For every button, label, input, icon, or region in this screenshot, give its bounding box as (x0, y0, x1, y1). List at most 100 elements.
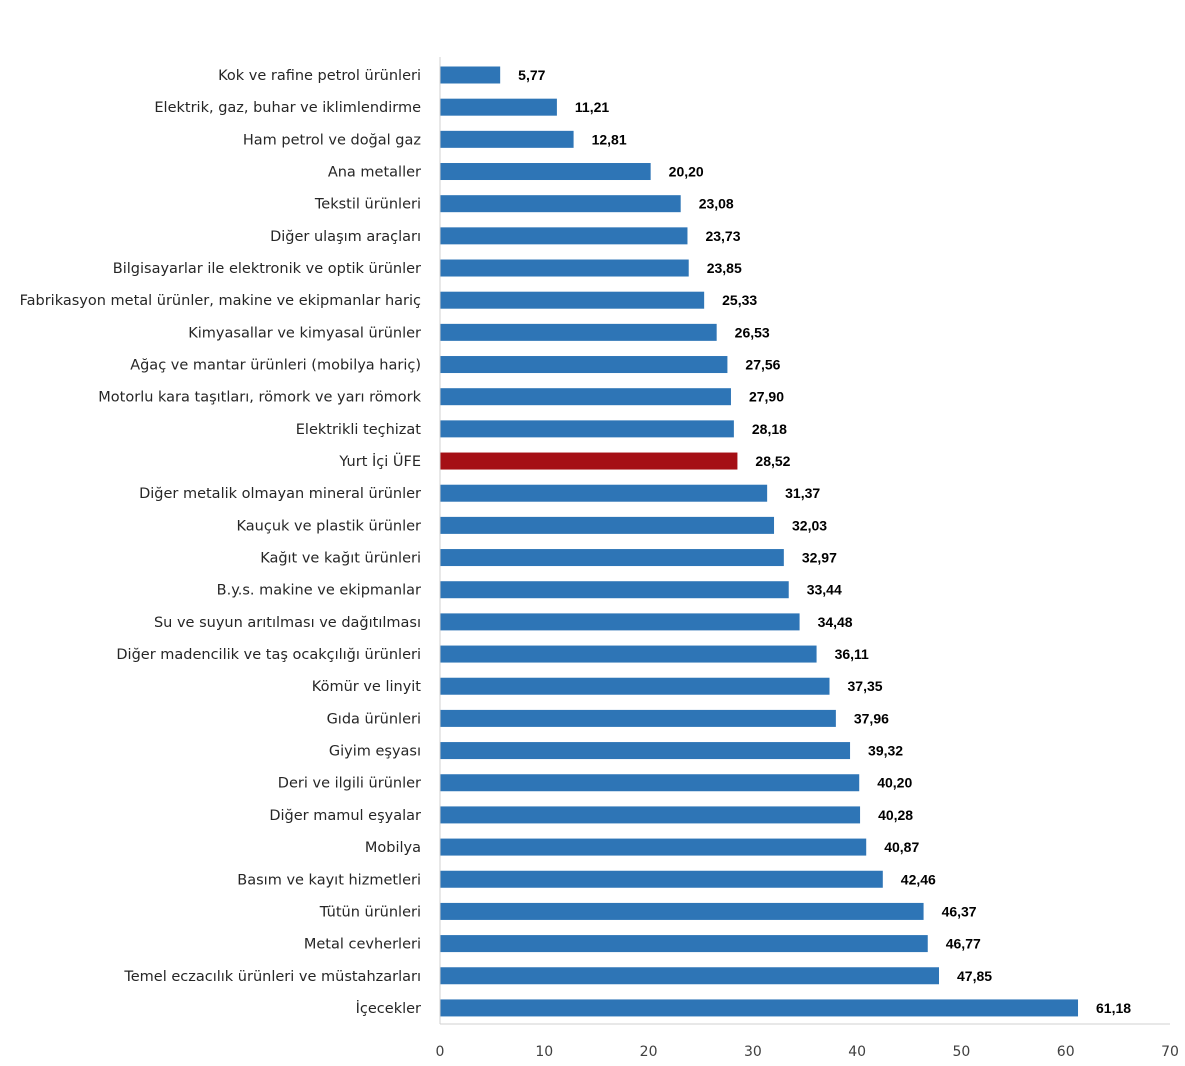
value-label: 23,73 (705, 228, 740, 244)
bar (440, 806, 861, 824)
category-labels-group: Kok ve rafine petrol ürünleri Elektrik, g… (20, 68, 422, 1017)
category-label: Elektrik, gaz, buhar ve iklimlendirme (154, 100, 421, 116)
bar (440, 613, 800, 631)
value-label: 23,85 (707, 260, 742, 276)
bar (440, 967, 940, 985)
bar (440, 420, 734, 438)
bar (440, 677, 830, 695)
category-label: İçecekler (356, 999, 421, 1017)
value-label: 40,20 (877, 775, 912, 791)
bar (440, 227, 688, 245)
category-label: Diğer madencilik ve taş ocakçılığı ürünl… (116, 647, 421, 663)
bar (440, 195, 681, 213)
value-label: 32,97 (802, 550, 837, 566)
category-label: Tekstil ürünleri (314, 197, 421, 213)
category-label: Bilgisayarlar ile elektronik ve optik ür… (113, 261, 421, 277)
bar (440, 838, 867, 856)
x-tick-label: 40 (848, 1044, 866, 1060)
x-tick-label: 60 (1057, 1044, 1075, 1060)
bar (440, 130, 574, 148)
category-label: Ham petrol ve doğal gaz (243, 132, 421, 148)
value-label: 27,90 (749, 389, 784, 405)
category-label: Giyim eşyası (329, 744, 421, 760)
bar (440, 259, 689, 277)
category-label: Kömür ve linyit (312, 679, 422, 695)
category-label: Fabrikasyon metal ürünler, makine ve eki… (20, 293, 421, 309)
value-label: 47,85 (957, 968, 992, 984)
bar (440, 66, 501, 84)
bar (440, 516, 775, 534)
value-label: 37,96 (854, 710, 889, 726)
bar (440, 935, 928, 953)
value-labels-group: 5,77 11,21 12,81 20,20 23,08 23,73 23,85 25,33 2… (518, 67, 1131, 1016)
bar (440, 356, 728, 374)
value-label: 31,37 (785, 485, 820, 501)
category-label: Gıda ürünleri (327, 711, 421, 727)
value-label: 46,37 (942, 903, 977, 919)
category-label: Mobilya (365, 840, 421, 856)
bar (440, 452, 738, 470)
bar (440, 163, 651, 181)
value-label: 12,81 (592, 131, 627, 147)
x-tick-label: 70 (1161, 1044, 1179, 1060)
value-label: 28,18 (752, 421, 787, 437)
category-label: Deri ve ilgili ürünler (278, 776, 421, 792)
category-label: Kauçuk ve plastik ürünler (237, 518, 421, 534)
category-label: Ağaç ve mantar ürünleri (mobilya hariç) (130, 358, 421, 374)
x-tick-label: 30 (744, 1044, 762, 1060)
x-tick-label: 10 (535, 1044, 553, 1060)
value-label: 34,48 (818, 614, 853, 630)
category-label: Ana metaller (328, 165, 421, 181)
value-label: 33,44 (807, 582, 842, 598)
value-label: 28,52 (755, 453, 790, 469)
category-label: Motorlu kara taşıtları, römork ve yarı r… (98, 390, 421, 406)
value-label: 40,28 (878, 807, 913, 823)
category-label: Metal cevherleri (304, 937, 421, 953)
value-label: 25,33 (722, 292, 757, 308)
category-label: Diğer metalik olmayan mineral ürünler (139, 486, 421, 502)
value-label: 36,11 (835, 646, 869, 662)
value-label: 5,77 (518, 67, 545, 83)
category-label: Yurt İçi ÜFE (338, 452, 421, 470)
value-label: 39,32 (868, 743, 903, 759)
bar (440, 645, 817, 663)
value-label: 27,56 (745, 357, 780, 373)
value-label: 20,20 (669, 164, 704, 180)
bar (440, 999, 1079, 1017)
bars-group (440, 66, 1079, 1017)
value-label: 26,53 (735, 324, 770, 340)
bar (440, 291, 705, 309)
value-label: 23,08 (699, 196, 734, 212)
category-label: B.y.s. makine ve ekipmanlar (217, 583, 421, 599)
category-label: Temel eczacılık ürünleri ve müstahzarlar… (123, 969, 421, 985)
category-label: Tütün ürünleri (319, 904, 421, 920)
value-label: 11,21 (575, 99, 609, 115)
bar (440, 870, 883, 888)
value-label: 61,18 (1096, 1000, 1131, 1016)
bar (440, 98, 557, 116)
category-label: Kağıt ve kağıt ürünleri (260, 551, 421, 567)
category-label: Diğer mamul eşyalar (269, 808, 421, 824)
x-tick-label: 50 (953, 1044, 971, 1060)
bar (440, 388, 731, 406)
x-axis-ticks-group: 0 10 20 30 40 50 60 70 (436, 1044, 1179, 1060)
bar (440, 581, 789, 599)
value-label: 42,46 (901, 871, 936, 887)
bar (440, 549, 784, 567)
x-tick-label: 20 (640, 1044, 658, 1060)
value-label: 46,77 (946, 936, 981, 952)
category-label: Basım ve kayıt hizmetleri (237, 872, 421, 888)
bar (440, 742, 851, 760)
bar (440, 774, 860, 792)
category-label: Kok ve rafine petrol ürünleri (218, 68, 421, 84)
category-label: Su ve suyun arıtılması ve dağıtılması (154, 615, 421, 631)
category-label: Kimyasallar ve kimyasal ürünler (188, 325, 421, 341)
bar (440, 902, 924, 920)
category-label: Elektrikli teçhizat (296, 422, 422, 438)
value-label: 32,03 (792, 517, 827, 533)
value-label: 37,35 (848, 678, 883, 694)
bar (440, 484, 768, 502)
bar (440, 323, 717, 341)
value-label: 40,87 (884, 839, 919, 855)
